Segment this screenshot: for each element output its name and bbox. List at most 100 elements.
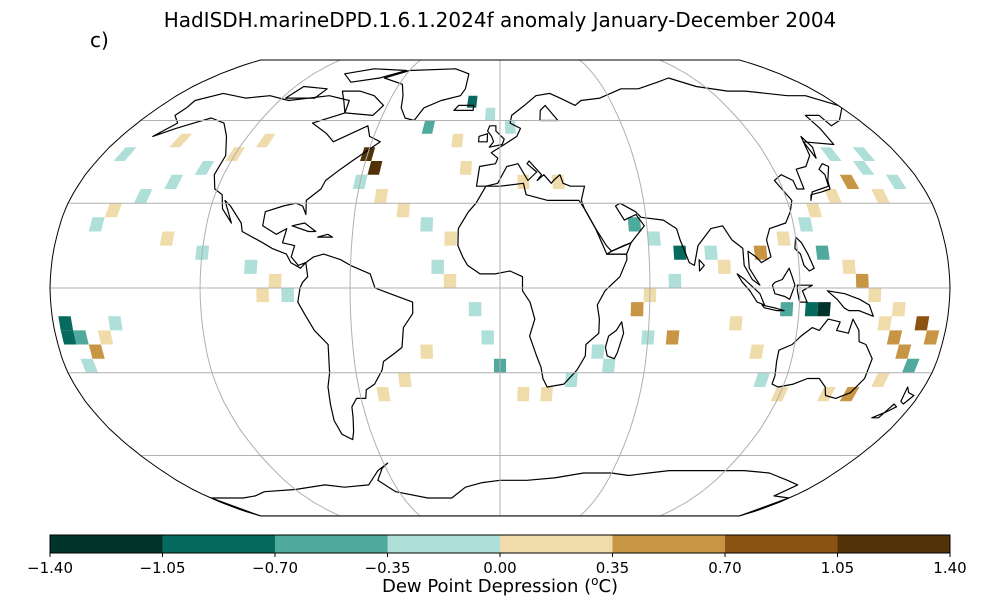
anomaly-cell [468, 302, 482, 317]
anomaly-cell [914, 316, 930, 331]
anomaly-cell [374, 189, 389, 204]
colorbar-tick-label: −0.70 [252, 559, 298, 577]
anomaly-cell [753, 372, 770, 387]
anomaly-cell [668, 273, 682, 288]
anomaly-cell [255, 133, 276, 148]
coastline-sumatra [736, 273, 766, 306]
colorbar-bin [612, 535, 725, 553]
anomaly-cell [815, 245, 830, 260]
anomaly-cell [431, 259, 444, 274]
anomaly-cell [420, 217, 434, 232]
anomaly-cell [421, 120, 436, 134]
anomaly-cell [281, 288, 294, 303]
colorbar-tick-label: 0.70 [708, 559, 741, 577]
anomaly-cell [902, 358, 920, 373]
graticule [50, 60, 950, 516]
colorbar-label: Dew Point Depression (oC) [381, 574, 619, 597]
panel-label: c) [90, 28, 109, 52]
coastline-java [761, 304, 785, 312]
coastline-victoria-is [285, 85, 328, 99]
anomaly-cell [444, 231, 457, 246]
anomaly-cell [923, 330, 940, 345]
anomaly-cell [169, 133, 193, 148]
anomaly-cell [817, 302, 831, 317]
anomaly-cell [591, 344, 605, 359]
coastline-africa [457, 182, 628, 388]
coastline-sulawesi [796, 284, 813, 303]
coastline-philippines [794, 236, 815, 272]
anomaly-cell [104, 203, 122, 218]
colorbar-bin [500, 535, 613, 553]
anomaly-cell [398, 372, 412, 387]
coastline-eurasia [475, 77, 843, 286]
anomaly-cell [443, 273, 457, 288]
anomaly-cell [466, 95, 478, 108]
coastline-iceland [453, 104, 475, 111]
anomaly-cell [798, 217, 814, 232]
coastline-madagascar [604, 321, 625, 360]
colorbar-tick-label: 1.40 [933, 559, 966, 577]
anomaly-cell [886, 330, 903, 345]
map-title: HadISDH.marineDPD.1.6.1.2024f anomaly Ja… [163, 8, 837, 32]
anomaly-cell [164, 174, 184, 189]
anomaly-cell [451, 133, 464, 148]
anomaly-cell [58, 316, 74, 331]
coastline-cuba [291, 222, 317, 233]
anomaly-cell [376, 387, 391, 402]
anomaly-cell [420, 344, 434, 359]
coastline-arabia-horn [606, 242, 632, 255]
anomaly-cell [630, 302, 644, 317]
anomaly-cell [627, 217, 642, 232]
anomaly-cell [891, 302, 906, 317]
anomaly-cell [564, 372, 578, 387]
anomaly-cell [824, 189, 842, 204]
anomaly-cell [842, 259, 856, 274]
anomaly-cell [367, 161, 383, 175]
colorbar-tick-label: −1.40 [27, 559, 73, 577]
anomaly-cell [481, 330, 494, 345]
anomaly-cell [780, 302, 794, 317]
colorbar-bin [50, 535, 163, 553]
colorbar-tick-label: −1.05 [140, 559, 186, 577]
anomaly-cell [816, 387, 836, 402]
anomaly-cell [540, 387, 553, 402]
anomaly-cell [753, 245, 768, 260]
anomaly-cell [505, 120, 516, 134]
anomaly-cell [517, 387, 530, 402]
coastline-britain [487, 125, 505, 148]
anomaly-cell [602, 358, 616, 373]
coastline-hokkaido-sakhalin [800, 135, 817, 159]
coastline-sri-lanka [698, 259, 705, 272]
anomaly-cell [895, 344, 912, 359]
coastline-greenland [383, 68, 470, 122]
anomaly-cell [256, 288, 270, 303]
anomaly-cells [58, 95, 940, 402]
anomaly-cell [97, 330, 114, 345]
colorbar-bin [837, 535, 950, 553]
anomaly-cell [871, 372, 890, 387]
anomaly-cell [728, 316, 743, 331]
coastline-hispaniola [317, 233, 334, 238]
anomaly-cell [108, 316, 123, 331]
coastlines [152, 68, 915, 516]
anomaly-cell [80, 358, 98, 373]
anomaly-cell [871, 189, 890, 204]
anomaly-cell [60, 330, 77, 345]
anomaly-cell [704, 245, 718, 260]
anomaly-cell [73, 330, 89, 345]
anomaly-cell [244, 259, 258, 274]
anomaly-cell [885, 174, 907, 189]
coastline-new-zealand-s [871, 403, 898, 419]
anomaly-cell [868, 288, 882, 303]
anomaly-cell [113, 147, 137, 161]
anomaly-cell [820, 147, 842, 161]
anomaly-cell [806, 203, 823, 218]
anomaly-cell [396, 203, 410, 218]
coastline-baffin [341, 90, 385, 116]
anomaly-cell [877, 316, 892, 331]
colorbar-bin [725, 535, 838, 553]
anomaly-cell [459, 161, 472, 175]
anomaly-cell [485, 107, 496, 121]
anomaly-cell [88, 217, 105, 232]
